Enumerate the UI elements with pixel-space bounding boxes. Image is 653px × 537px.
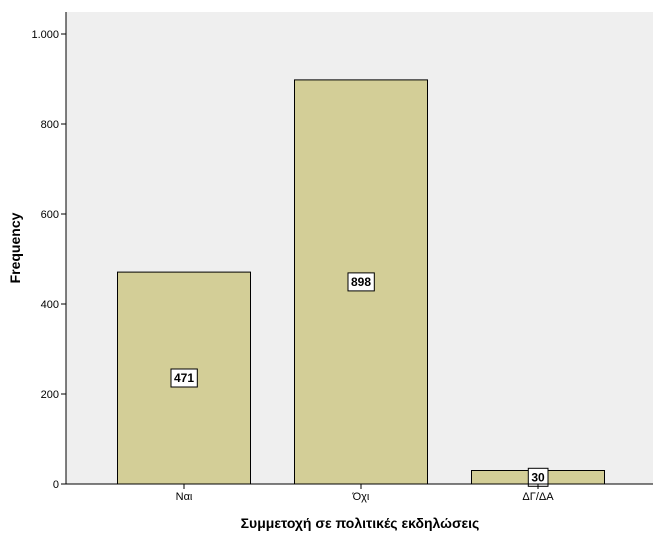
y-tick-label-4: 800 [41, 119, 59, 131]
x-axis-ticks: Ναι Όχι ΔΓ/ΔΑ [176, 484, 554, 503]
y-tick-label-2: 400 [41, 299, 59, 311]
y-tick-label-3: 600 [41, 209, 59, 221]
data-label-2: 30 [531, 470, 545, 484]
y-axis-title: Frequency [7, 212, 23, 283]
data-label-box-1 [347, 272, 375, 292]
data-labels-group: 471 898 30 [170, 272, 549, 487]
y-axis-ticks: 0 200 400 600 800 1.000 [31, 29, 66, 491]
data-label-box-0 [170, 368, 198, 388]
x-axis-title: Συμμετοχή σε πολιτικές εκδηλώσεις [241, 515, 480, 531]
x-tick-label-2: ΔΓ/ΔΑ [522, 491, 554, 503]
x-tick-label-0: Ναι [176, 491, 193, 503]
x-tick-label-1: Όχι [352, 491, 370, 503]
y-tick-label-0: 0 [53, 479, 59, 491]
data-label-1: 898 [351, 275, 371, 289]
y-tick-label-5: 1.000 [31, 29, 59, 41]
y-tick-label-1: 200 [41, 389, 59, 401]
data-label-0: 471 [174, 371, 194, 385]
